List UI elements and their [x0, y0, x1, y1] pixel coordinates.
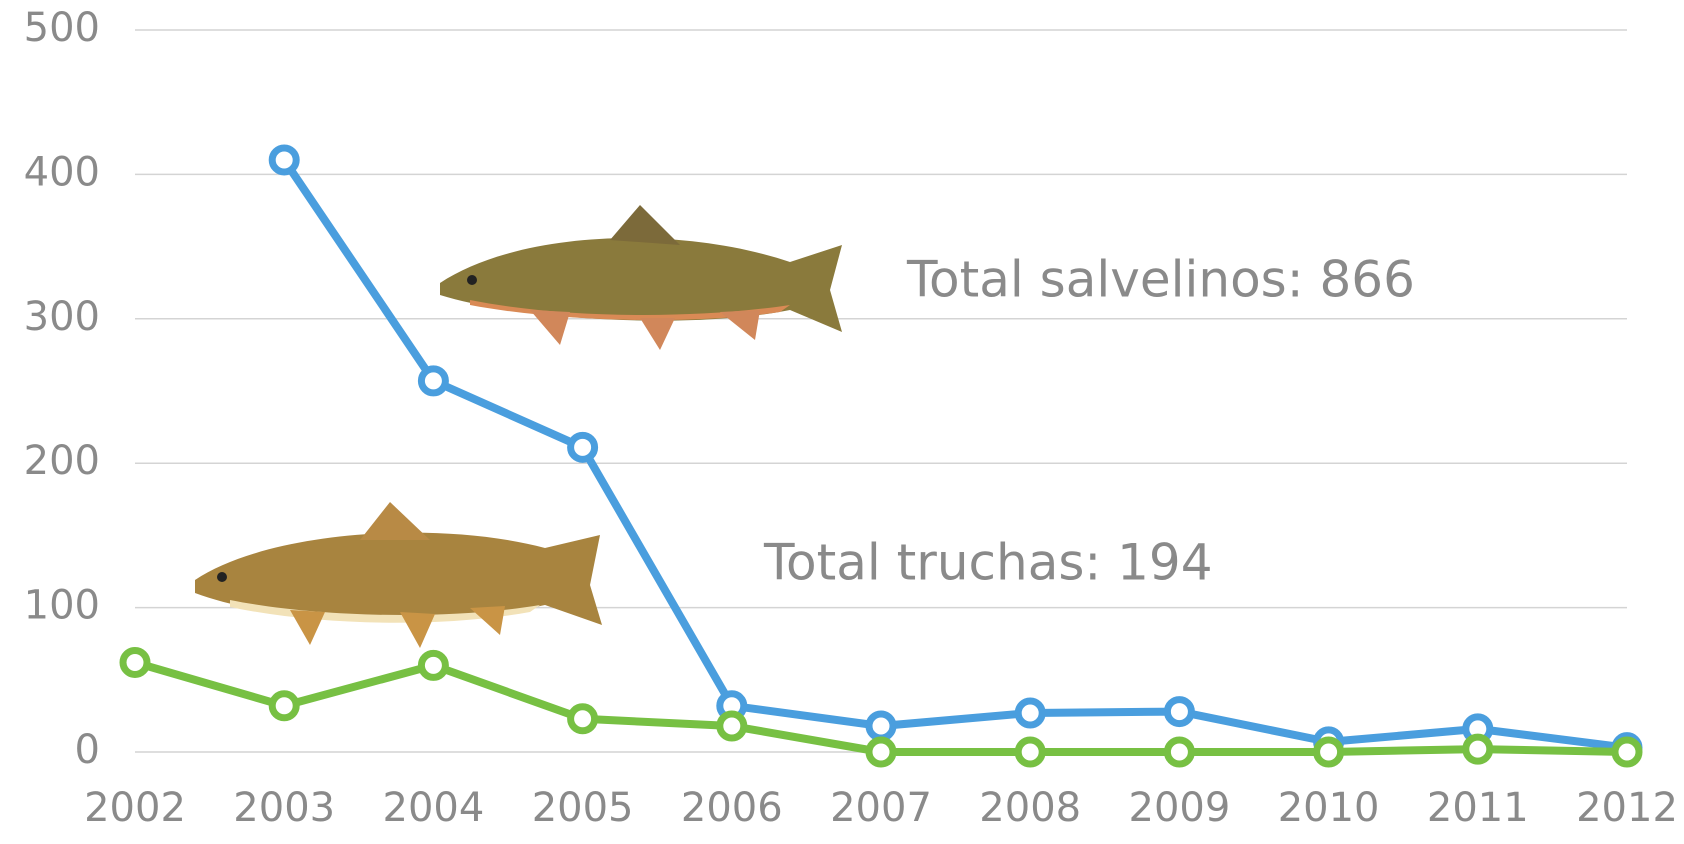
- x-tick-label: 2004: [383, 785, 485, 831]
- x-tick-label: 2010: [1278, 785, 1380, 831]
- y-tick-label: 0: [75, 727, 100, 773]
- data-point: [1462, 733, 1494, 765]
- data-point: [1313, 736, 1345, 768]
- y-tick-label: 100: [24, 583, 100, 629]
- trout-illustration: [195, 502, 602, 648]
- data-point: [1014, 697, 1046, 729]
- x-tick-label: 2005: [532, 785, 634, 831]
- data-point: [567, 431, 599, 463]
- annotation: Total salvelinos: 866: [906, 251, 1415, 309]
- data-point: [716, 710, 748, 742]
- char-illustration: [440, 205, 842, 350]
- x-tick-label: 2006: [681, 785, 783, 831]
- data-point: [119, 646, 151, 678]
- data-point: [1163, 736, 1195, 768]
- data-point: [1611, 736, 1643, 768]
- data-point: [1163, 696, 1195, 728]
- x-tick-label: 2008: [979, 785, 1081, 831]
- data-point: [268, 690, 300, 722]
- y-tick-label: 500: [24, 5, 100, 51]
- data-point: [417, 365, 449, 397]
- x-tick-label: 2002: [84, 785, 186, 831]
- series-layer: [119, 144, 1643, 768]
- grid: 0 100 200 300 400 500 2002 2003 2004 2005 2006 2007…: [24, 5, 1678, 831]
- data-point: [417, 649, 449, 681]
- series-line: [280, 157, 1628, 752]
- x-tick-label: 2012: [1576, 785, 1678, 831]
- x-tick-label: 2007: [830, 785, 932, 831]
- x-tick-label: 2009: [1129, 785, 1231, 831]
- data-point: [865, 736, 897, 768]
- y-tick-label: 200: [24, 438, 100, 484]
- y-tick-label: 300: [24, 294, 100, 340]
- data-point: [865, 710, 897, 742]
- x-tick-label: 2011: [1427, 785, 1529, 831]
- x-tick-label: 2003: [233, 785, 335, 831]
- data-point: [1014, 736, 1046, 768]
- data-point: [268, 144, 300, 176]
- annotation: Total truchas: 194: [763, 534, 1213, 592]
- data-point: [567, 703, 599, 735]
- y-tick-label: 400: [24, 149, 100, 195]
